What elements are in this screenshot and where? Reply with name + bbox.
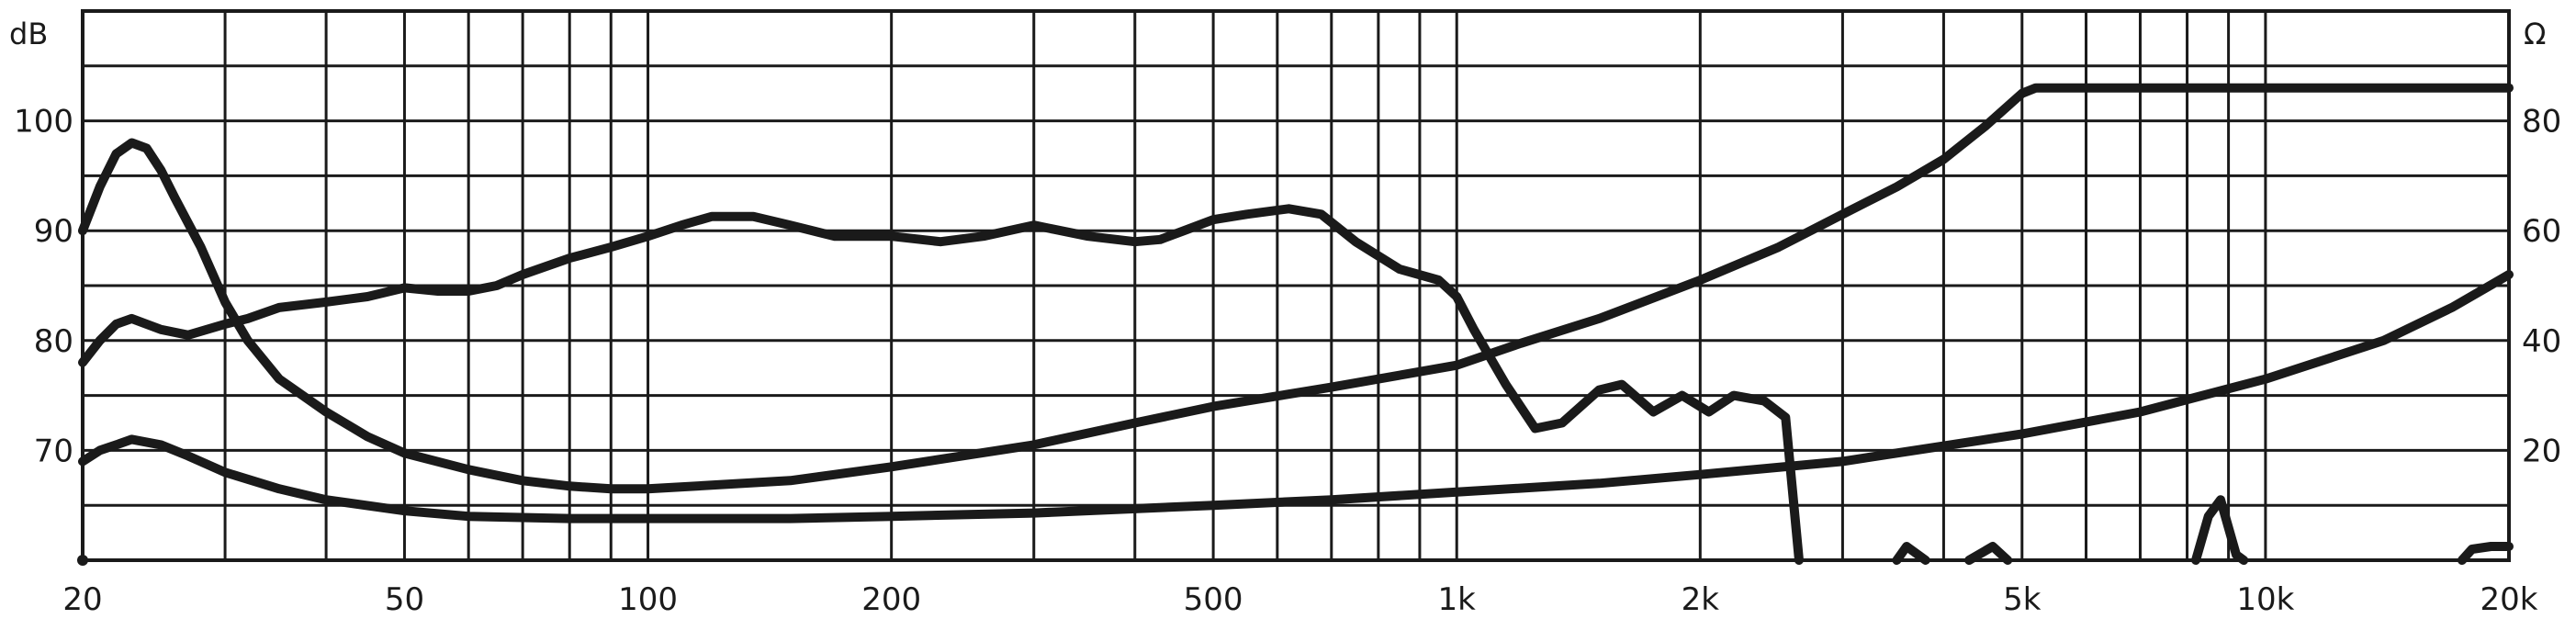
impedance-spike xyxy=(1892,542,1930,565)
spl-curve xyxy=(78,204,1804,565)
x-tick-label: 5k xyxy=(2003,581,2042,618)
x-tick-label: 20k xyxy=(2480,581,2538,618)
impedance-spike xyxy=(1964,542,2013,565)
x-tick-label: 1k xyxy=(1438,581,1477,618)
x-tick-label: 200 xyxy=(861,581,921,618)
impedance-spike xyxy=(2457,542,2514,565)
impedance-curve xyxy=(78,83,2514,494)
left-tick-label: 80 xyxy=(34,323,73,360)
x-tick-label: 50 xyxy=(385,581,424,618)
left-axis-unit: dB xyxy=(9,17,48,51)
right-tick-label: 40 xyxy=(2522,323,2561,360)
left-tick-label: 70 xyxy=(34,433,73,469)
x-tick-label: 2k xyxy=(1682,581,1720,618)
curves xyxy=(77,83,2514,566)
x-tick-label: 20 xyxy=(62,581,102,618)
plot-frame xyxy=(81,9,2511,562)
right-tick-label: 60 xyxy=(2522,213,2561,250)
origin-dot xyxy=(77,555,88,566)
tick-labels: 20 50 100 200 500 1k 2k 5k 10k 20k 70 80 90 100 20 40 60… xyxy=(14,104,2561,618)
left-tick-label: 100 xyxy=(14,104,73,141)
right-tick-label: 20 xyxy=(2522,433,2561,469)
right-tick-label: 80 xyxy=(2522,104,2561,141)
x-tick-label: 10k xyxy=(2236,581,2294,618)
spl-curve-secondary xyxy=(78,270,2514,523)
left-tick-label: 90 xyxy=(34,213,73,250)
impedance-spike xyxy=(2191,495,2249,565)
x-tick-label: 100 xyxy=(618,581,678,618)
x-tick-label: 500 xyxy=(1184,581,1243,618)
right-axis-unit: Ω xyxy=(2524,17,2546,51)
